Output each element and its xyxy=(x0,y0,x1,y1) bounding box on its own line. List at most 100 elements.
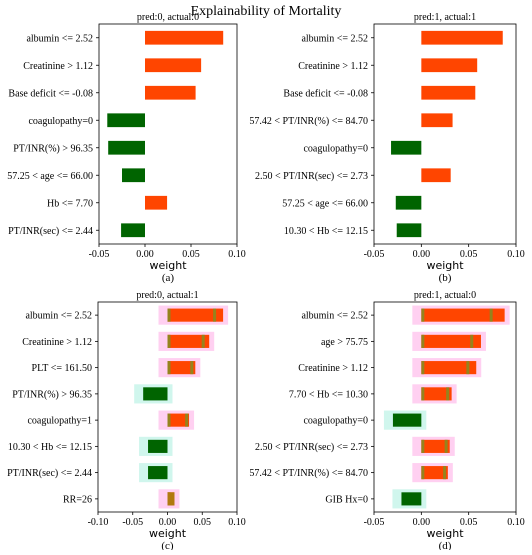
xtick-label: 0.10 xyxy=(507,517,525,528)
bar xyxy=(121,223,145,238)
category-label: 57.42 < PT/INR(%) <= 84.70 xyxy=(249,116,368,127)
bar-overlay xyxy=(185,413,189,427)
bar xyxy=(421,466,448,480)
xtick-label: 0.05 xyxy=(460,249,478,260)
bar xyxy=(148,466,168,480)
xtick-label: -0.10 xyxy=(88,517,109,528)
panel-caption: (b) xyxy=(439,272,452,284)
bar-overlay xyxy=(190,361,194,375)
x-axis-label: weight xyxy=(149,259,187,272)
category-label: GIB Hx=0 xyxy=(325,494,368,505)
category-label: coagulopathy=0 xyxy=(303,143,368,154)
bar xyxy=(421,113,453,128)
bar-overlay xyxy=(167,413,171,427)
bar xyxy=(167,308,224,322)
bar xyxy=(421,387,452,401)
panel-caption: (c) xyxy=(161,540,174,550)
category-label: PLT <= 161.50 xyxy=(32,363,92,374)
bar xyxy=(122,168,145,183)
category-label: albumin <= 2.52 xyxy=(26,33,93,44)
bar xyxy=(145,85,196,100)
bar-overlay xyxy=(446,387,450,401)
bar xyxy=(108,140,145,155)
bar-overlay xyxy=(213,308,217,322)
category-label: Base deficit <= -0.08 xyxy=(8,88,93,99)
bar xyxy=(167,413,190,427)
bar-overlay xyxy=(421,387,425,401)
bar xyxy=(421,85,476,100)
category-label: coagulopathy=0 xyxy=(28,116,93,127)
bar-overlay xyxy=(444,439,448,453)
category-label: Creatinine > 1.12 xyxy=(298,363,368,374)
bar-overlay xyxy=(466,361,470,375)
bar xyxy=(395,195,422,210)
category-label: PT/INR(%) > 96.35 xyxy=(12,389,92,400)
bar xyxy=(167,361,196,375)
bar-overlay xyxy=(201,334,205,348)
x-axis-label: weight xyxy=(426,527,464,540)
bar xyxy=(145,58,202,73)
panel-title: pred:0, actual:1 xyxy=(136,290,198,301)
xtick-label: -0.05 xyxy=(122,517,143,528)
plot-frame xyxy=(373,301,517,513)
category-label: Creatinine > 1.12 xyxy=(23,61,93,72)
bar xyxy=(421,439,450,453)
category-label: 7.70 < Hb <= 10.30 xyxy=(289,389,368,400)
bar xyxy=(107,113,145,128)
xtick-label: 0.05 xyxy=(460,517,478,528)
bar xyxy=(421,168,451,183)
xtick-label: 0.10 xyxy=(507,249,525,260)
category-label: albumin <= 2.52 xyxy=(301,33,368,44)
bar xyxy=(421,308,505,322)
chart-panel-a: pred:0, actual:0 albumin <= 2.52 Creatinin… xyxy=(7,12,246,284)
bar xyxy=(421,58,478,73)
category-label: RR=26 xyxy=(63,494,92,505)
bar-overlay xyxy=(167,492,175,506)
category-label: Creatinine > 1.12 xyxy=(22,337,92,348)
x-axis-label: weight xyxy=(149,527,187,540)
bar xyxy=(148,439,168,453)
xtick-label: 0.10 xyxy=(228,517,246,528)
bar-overlay xyxy=(421,466,425,480)
bar-overlay xyxy=(470,334,474,348)
chart-panel-c: pred:0, actual:1 albumin <= 2.52 Creatinin… xyxy=(7,290,246,552)
category-label: Base deficit <= -0.08 xyxy=(283,88,368,99)
bar xyxy=(396,223,422,238)
bar-overlay xyxy=(421,361,425,375)
bar xyxy=(167,334,210,348)
chart-panel-b: pred:1, actual:1 albumin <= 2.52 Creatinin… xyxy=(249,12,524,284)
xtick-label: 0.05 xyxy=(182,249,200,260)
chart-panel-d: pred:1, actual:0 albumin <= 2.52 age > 75.… xyxy=(249,290,525,552)
bar xyxy=(421,334,481,348)
xtick-label: 0.10 xyxy=(228,249,246,260)
xtick-label: -0.05 xyxy=(364,517,385,528)
bar-overlay xyxy=(421,334,425,348)
category-label: PT/INR(%) > 96.35 xyxy=(13,143,93,154)
plot-frame xyxy=(373,23,517,245)
category-label: 2.50 < PT/INR(sec) <= 2.73 xyxy=(255,442,368,453)
panel-caption: (a) xyxy=(162,272,175,284)
xtick-label: 0.00 xyxy=(136,249,154,260)
bar xyxy=(145,195,168,210)
category-label: 57.42 < PT/INR(%) <= 84.70 xyxy=(249,468,368,479)
bar xyxy=(421,361,477,375)
bar-overlay xyxy=(167,308,171,322)
bar-overlay xyxy=(167,361,171,375)
xtick-label: -0.05 xyxy=(89,249,110,260)
bar xyxy=(401,492,422,506)
bar xyxy=(421,30,503,45)
category-label: Creatinine > 1.12 xyxy=(298,61,368,72)
xtick-label: 0.00 xyxy=(413,249,431,260)
bar-overlay xyxy=(167,334,171,348)
category-label: 10.30 < Hb <= 12.15 xyxy=(8,442,92,453)
bar xyxy=(145,30,224,45)
panel-title: pred:0, actual:0 xyxy=(137,12,199,23)
x-axis-label: weight xyxy=(426,259,464,272)
panel-title: pred:1, actual:1 xyxy=(414,12,476,23)
category-label: 57.25 < age <= 66.00 xyxy=(282,198,368,209)
panel-caption: (d) xyxy=(439,540,452,550)
category-label: 57.25 < age <= 66.00 xyxy=(7,171,93,182)
category-label: coagulopathy=1 xyxy=(27,416,92,427)
bar-overlay xyxy=(421,308,425,322)
